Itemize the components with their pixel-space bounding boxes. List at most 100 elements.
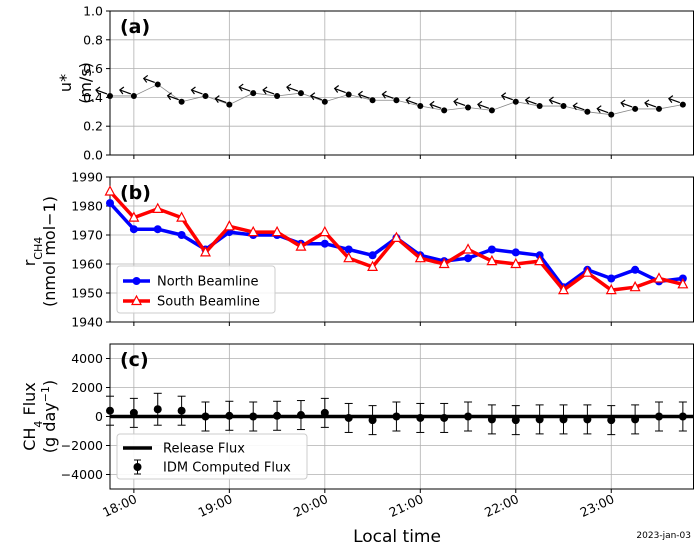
south-beamline-point (343, 251, 355, 263)
date-label: 2023-jan-03 (636, 531, 691, 541)
y-tick-label: 1990 (71, 170, 103, 185)
wind-arrow-shaft (644, 102, 657, 108)
north-beamline-point (153, 225, 162, 234)
wind-arrow (333, 85, 346, 94)
computed-flux-point (368, 416, 377, 425)
x-tick-label: 20:00 (291, 491, 330, 520)
computed-flux-point (153, 405, 162, 414)
legend-box (116, 265, 276, 314)
wind-arrow-head (668, 95, 674, 103)
north-beamline-point (344, 245, 353, 254)
y-axis-label-units: (g day−1) (39, 380, 60, 453)
south-beamline-point (199, 246, 211, 257)
computed-flux-point (225, 411, 234, 420)
wind-arrow (381, 90, 394, 99)
wind-arrow-shaft (239, 86, 251, 92)
panel-label: (b) (120, 182, 151, 204)
south-beamline-point (558, 283, 570, 295)
panel-label: (c) (120, 349, 149, 371)
x-axis: 18:00 19:00 20:00 21:00 22:00 23:00 (100, 491, 616, 520)
ustar-point (584, 108, 591, 115)
legend-label-computed: IDM Computed Flux (163, 461, 291, 476)
y-tick-label: 0.0 (83, 148, 103, 163)
computed-flux-point (559, 415, 568, 424)
wind-arrow (286, 83, 299, 92)
ustar-point (202, 92, 209, 99)
wind-arrow-shaft (597, 108, 609, 114)
wind-arrow (548, 96, 561, 105)
wind-arrow-head (166, 92, 172, 101)
north-beamline-point (607, 274, 616, 283)
north-beamline-point (106, 199, 114, 208)
ustar-point (393, 97, 400, 104)
wind-arrow-head (405, 96, 411, 105)
south-beamline-point (629, 280, 641, 292)
south-beamline-point (653, 272, 665, 283)
wind-arrow-shaft (477, 103, 490, 109)
wind-arrow-head (572, 102, 578, 111)
south-beamline-point (605, 283, 617, 295)
wind-arrow (500, 92, 513, 101)
y-tick-label: 1980 (71, 199, 103, 214)
computed-flux-point (654, 412, 663, 421)
ustar-point (512, 98, 519, 105)
wind-arrow (524, 96, 537, 105)
north-beamline-point (631, 265, 640, 274)
computed-flux-point (201, 412, 210, 421)
wind-arrow-shaft (119, 89, 132, 95)
computed-flux-point (631, 415, 640, 424)
wind-arrow-shaft (334, 87, 346, 94)
legend: Release Flux IDM Computed Flux (116, 433, 308, 480)
wind-arrow (214, 95, 227, 104)
wind-arrow-head (262, 86, 268, 95)
wind-arrow-head (548, 96, 554, 105)
wind-arrow-head (453, 98, 459, 106)
y-tick-label: 0.6 (83, 61, 103, 76)
ustar-point (154, 81, 161, 88)
wind-arrow-head (620, 99, 626, 108)
wind-arrow-shaft (668, 98, 681, 104)
y-tick-label: 1.0 (83, 4, 103, 19)
ustar-point (345, 91, 352, 98)
north-beamline-point (368, 251, 377, 260)
ustar-point (178, 98, 185, 105)
computed-flux-point (487, 415, 496, 424)
wind-arrow (357, 90, 370, 99)
x-tick-label: 22:00 (482, 491, 521, 520)
wind-arrow (429, 100, 442, 109)
computed-flux-point (535, 415, 544, 424)
legend-box (116, 433, 308, 480)
wind-arrow-head (500, 92, 507, 101)
wind-arrow-shaft (167, 95, 179, 101)
south-beamline-point (414, 251, 426, 263)
ustar-point (465, 104, 472, 111)
y-tick-label: 0 (95, 409, 103, 424)
y-axis-label-units: (nmol mol−1) (40, 196, 59, 307)
ustar-point (321, 98, 328, 105)
ustar-point (488, 107, 495, 114)
y-axis-label: rCH4 (20, 237, 45, 267)
wind-arrow (453, 98, 466, 107)
computed-flux-point (129, 408, 138, 417)
computed-flux-point (607, 416, 616, 425)
wind-arrow-head (119, 86, 125, 95)
south-beamline-point (367, 260, 379, 271)
ustar-point (417, 103, 424, 110)
ustar-point (560, 103, 567, 110)
panel-a: 0.00.20.40.60.81.0(a)u* (m/s) (56, 4, 694, 163)
panel-c: −4000 −2000 0 2000 4000 (c) CH4 Flux(g day−1) R… (20, 343, 694, 493)
wind-arrow-shaft (429, 103, 442, 109)
computed-flux-point (416, 413, 425, 422)
south-beamline-point (152, 202, 164, 213)
north-beamline-point (511, 248, 520, 257)
ustar-point (536, 103, 543, 110)
y-tick-label: 1940 (71, 315, 103, 330)
y-tick-label: 2000 (71, 380, 103, 395)
legend-marker-0 (132, 277, 141, 285)
wind-arrow-shaft (286, 86, 299, 92)
wind-arrow-shaft (143, 77, 155, 84)
south-beamline-point (581, 266, 593, 277)
wind-arrow (596, 105, 609, 114)
south-beamline-point (390, 231, 402, 242)
wind-arrow-head (429, 100, 435, 109)
